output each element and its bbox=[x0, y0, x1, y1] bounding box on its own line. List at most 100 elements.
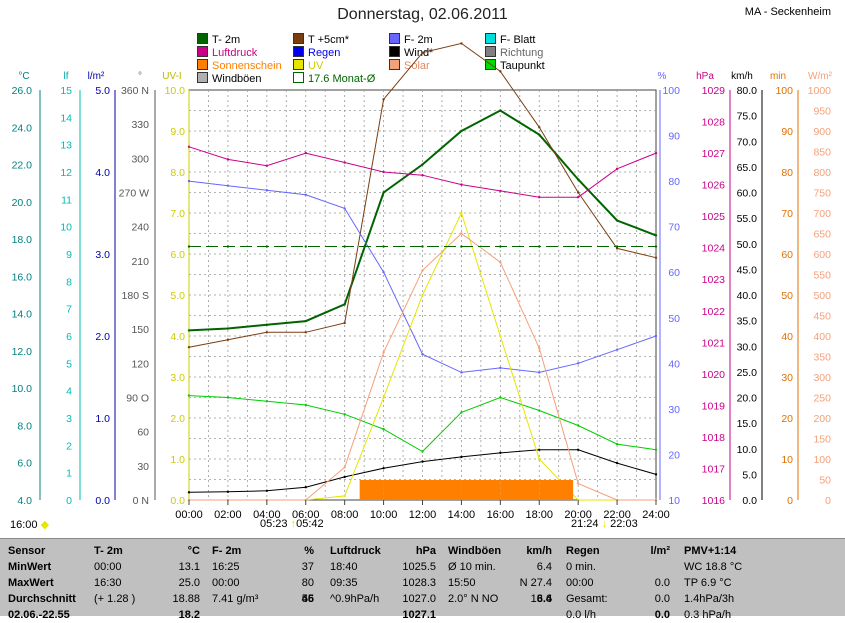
axis-tick-uv: 5.0 bbox=[170, 290, 185, 302]
series-point-7 bbox=[499, 261, 502, 264]
legend-item-wind: Wind* bbox=[389, 46, 433, 59]
series-point-4 bbox=[499, 396, 502, 399]
chart-title: Donnerstag, 02.06.2011 bbox=[337, 6, 508, 23]
series-point-2 bbox=[304, 193, 307, 196]
axis-tick-pressure: 1018 bbox=[702, 432, 726, 444]
legend-item-monat: 17.6 Monat-Ø bbox=[293, 72, 375, 85]
x-tick-label: 10:00 bbox=[370, 509, 398, 521]
axis-tick-sunshine: 60 bbox=[781, 249, 793, 261]
series-point-7 bbox=[576, 482, 580, 485]
axis-tick-wind: 30.0 bbox=[737, 341, 758, 353]
series-point-0 bbox=[576, 178, 580, 181]
series-point-4 bbox=[265, 400, 269, 403]
x-axis-ticks: 00:00 02:00 04:00 06:00 08:00 10:00 12:00 14:00… bbox=[175, 500, 670, 521]
axis-tick-temp: 10.0 bbox=[12, 383, 33, 395]
axis-tick-humidity: 20 bbox=[668, 449, 680, 461]
axis-tick-pressure: 1023 bbox=[702, 274, 726, 286]
legend-item-richtung: Richtung bbox=[485, 46, 543, 59]
axis-tick-uv: 10.0 bbox=[165, 85, 186, 97]
axis-unit-humidity: % bbox=[658, 71, 667, 82]
axis-tick-humidity: 70 bbox=[668, 222, 680, 234]
series-point-2 bbox=[538, 371, 541, 374]
axis-tick-humidity: 90 bbox=[668, 131, 680, 143]
axis-tick-dir: 60 bbox=[137, 427, 149, 439]
axis-tick-solar: 850 bbox=[813, 147, 831, 159]
series-point-0 bbox=[421, 163, 424, 166]
axis-tick-wind: 15.0 bbox=[737, 418, 758, 430]
axis-tick-solar: 600 bbox=[813, 249, 831, 261]
sunrise-label: 05:23 ↑05:42 bbox=[260, 518, 324, 530]
axis-tick-solar: 950 bbox=[813, 106, 831, 118]
x-tick-label: 00:00 bbox=[175, 509, 203, 521]
series-point-3 bbox=[460, 183, 463, 186]
axis-tick-temp: 24.0 bbox=[12, 122, 33, 134]
sunshine-bar bbox=[383, 480, 423, 500]
axis-tick-pressure: 1017 bbox=[702, 463, 726, 475]
axis-tick-pressure: 1021 bbox=[702, 337, 726, 349]
series-point-6 bbox=[382, 396, 385, 399]
series-layer bbox=[187, 42, 658, 502]
axis-tick-sunshine: 30 bbox=[781, 372, 793, 384]
axis-tick-sunshine: 20 bbox=[781, 413, 793, 425]
series-point-3 bbox=[538, 196, 541, 199]
grid bbox=[189, 90, 656, 500]
x-tick-label: 24:00 bbox=[642, 509, 670, 521]
series-point-4 bbox=[187, 394, 191, 397]
axis-tick-leaf: 0 bbox=[66, 495, 72, 507]
axis-tick-sunshine: 10 bbox=[781, 454, 793, 466]
axis-tick-wind: 60.0 bbox=[737, 188, 758, 200]
axis-tick-leaf: 14 bbox=[60, 112, 72, 124]
series-point-3 bbox=[654, 151, 658, 155]
legend-item-f2m: F- 2m bbox=[389, 33, 433, 46]
x-tick-label: 14:00 bbox=[448, 509, 476, 521]
series-point-5 bbox=[499, 451, 502, 455]
series-point-5 bbox=[382, 467, 385, 470]
axis-tick-pressure: 1025 bbox=[702, 211, 726, 223]
sunshine-bar bbox=[422, 480, 462, 500]
stats-pmv-col: PMV+1:14 WC 18.8 °C TP 6.9 °C 1.4hPa/3h … bbox=[684, 545, 743, 621]
series-point-0 bbox=[343, 303, 346, 306]
series-point-1 bbox=[654, 256, 658, 259]
axis-tick-solar: 550 bbox=[813, 270, 831, 282]
axis-tick-wind: 80.0 bbox=[737, 85, 758, 97]
x-tick-label: 12:00 bbox=[409, 509, 437, 521]
axis-tick-sunshine: 90 bbox=[781, 126, 793, 138]
series-point-1 bbox=[304, 331, 307, 334]
axis-tick-wind: 55.0 bbox=[737, 213, 758, 225]
axis-tick-temp: 20.0 bbox=[12, 197, 33, 209]
axis-tick-leaf: 5 bbox=[66, 358, 72, 370]
axis-tick-solar: 700 bbox=[813, 208, 831, 220]
axis-unit-dir: ° bbox=[138, 71, 142, 82]
series-point-4 bbox=[615, 442, 619, 446]
series-point-6 bbox=[421, 293, 424, 297]
axis-tick-labels: 26.024.022.020.018.016.014.012.010.08.06… bbox=[12, 85, 832, 507]
axis-tick-wind: 50.0 bbox=[737, 239, 758, 251]
series-point-2 bbox=[187, 179, 191, 183]
x-tick-label: 06:00 bbox=[292, 509, 320, 521]
series-point-3 bbox=[226, 158, 230, 161]
series-point-2 bbox=[421, 353, 424, 356]
series-point-4 bbox=[576, 424, 580, 427]
axis-tick-wind: 5.0 bbox=[742, 469, 757, 481]
axis-tick-solar: 400 bbox=[813, 331, 831, 343]
legend-item-luftdruck: Luftdruck bbox=[197, 46, 257, 59]
series-point-1 bbox=[538, 126, 541, 129]
axis-tick-rain: 1.0 bbox=[95, 413, 110, 425]
series-point-4 bbox=[460, 411, 463, 414]
axis-tick-solar: 450 bbox=[813, 311, 831, 323]
axis-tick-humidity: 40 bbox=[668, 358, 680, 370]
axis-tick-dir: 300 bbox=[131, 153, 149, 165]
series-point-9 bbox=[421, 245, 424, 248]
series-point-0 bbox=[187, 329, 191, 332]
axis-unit-rain: l/m² bbox=[88, 71, 105, 82]
x-tick-label: 22:00 bbox=[603, 509, 631, 521]
weather-chart: °C lf l/m² ° UV-I % hPa km/h min W/m² 26… bbox=[12, 42, 833, 521]
series-point-0 bbox=[615, 219, 619, 222]
axis-tick-solar: 0 bbox=[825, 495, 831, 507]
series-point-5 bbox=[615, 461, 619, 465]
x-tick-label: 20:00 bbox=[564, 509, 592, 521]
series-point-9 bbox=[304, 245, 307, 248]
axis-tick-leaf: 1 bbox=[66, 468, 72, 480]
series-point-3 bbox=[576, 196, 580, 199]
series-point-9 bbox=[265, 245, 269, 248]
